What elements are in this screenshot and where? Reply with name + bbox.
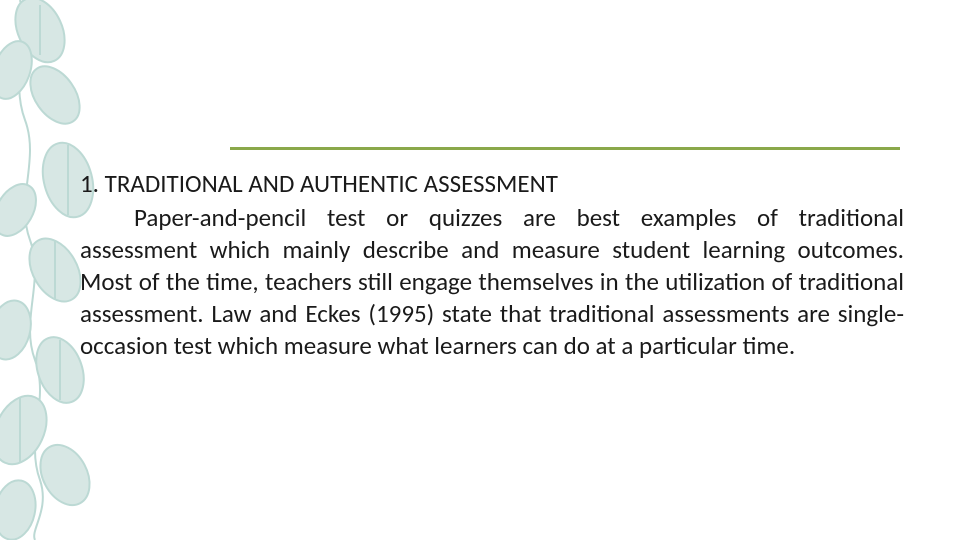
horizontal-rule [230, 147, 900, 150]
slide-body: Paper-and-pencil test or quizzes are bes… [80, 202, 904, 362]
slide-content: 1. TRADITIONAL AND AUTHENTIC ASSESSMENT … [80, 168, 904, 362]
slide-heading: 1. TRADITIONAL AND AUTHENTIC ASSESSMENT [80, 168, 904, 200]
